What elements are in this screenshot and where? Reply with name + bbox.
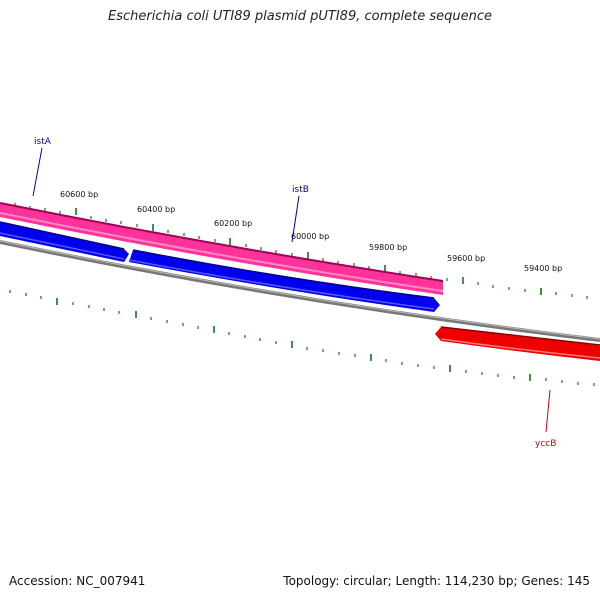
istB-leader-line — [291, 195, 300, 243]
gene-blue-segment-1[interactable] — [0, 221, 129, 262]
gene-yccB-arrow[interactable] — [435, 326, 600, 361]
outer-tick-ring — [14, 203, 588, 299]
gene-istB-arrow[interactable] — [128, 249, 440, 312]
gene-label-istA[interactable]: istA — [34, 137, 52, 147]
inner-tick-ring — [9, 290, 595, 386]
istA-leader-line — [32, 147, 43, 197]
gene-label-istB[interactable]: istB — [292, 185, 309, 195]
tick-label-60200: 60200 bp — [214, 219, 252, 228]
tick-label-60400: 60400 bp — [137, 205, 175, 214]
yccB-leader-line — [545, 389, 551, 433]
map-title: Escherichia coli UTI89 plasmid pUTI89, c… — [108, 9, 492, 24]
accession-label: Accession: NC_007941 — [9, 574, 146, 588]
plasmid-backbone — [0, 240, 600, 342]
tick-label-59400: 59400 bp — [524, 264, 562, 273]
sequence-summary: Topology: circular; Length: 114,230 bp; … — [283, 574, 590, 588]
tick-label-59800: 59800 bp — [369, 243, 407, 252]
tick-label-60000: 60000 bp — [291, 232, 329, 241]
gene-label-yccB[interactable]: yccB — [535, 439, 556, 449]
gene-istA-arrow[interactable] — [0, 202, 444, 295]
tick-label-59600: 59600 bp — [447, 254, 485, 263]
tick-label-60600: 60600 bp — [60, 190, 98, 199]
